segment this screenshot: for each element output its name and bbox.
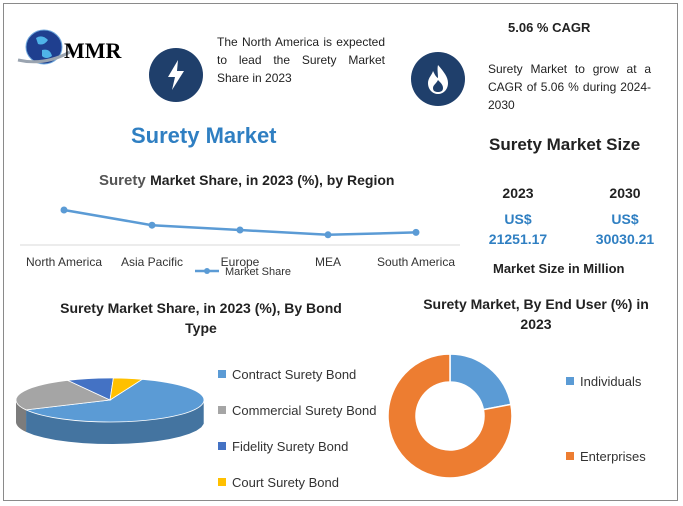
slice-side xyxy=(16,400,27,432)
globe-icon: MMR xyxy=(17,29,123,65)
donut-slice xyxy=(387,353,513,479)
bond-pie-chart xyxy=(15,377,205,444)
pie-slice xyxy=(109,377,144,401)
lightning-badge xyxy=(149,48,203,102)
legend-swatch xyxy=(566,452,574,460)
value-label: 21251.17 xyxy=(488,231,548,247)
bond-legend: Contract Surety Bond Commercial Surety Bo… xyxy=(218,356,377,500)
legend-item: Court Surety Bond xyxy=(218,464,377,500)
cagr-text: Surety Market to grow at a CAGR of 5.06 … xyxy=(488,62,651,112)
data-point xyxy=(60,206,68,214)
data-point xyxy=(412,228,420,236)
region-chart-title-prefix: Surety xyxy=(99,172,146,189)
legend-swatch xyxy=(218,370,226,378)
north-america-lead-text: The North America is expected to lead th… xyxy=(217,35,385,85)
legend-swatch xyxy=(566,377,574,385)
region-line-chart: North America Asia Pacific Europe MEA South … xyxy=(20,206,460,278)
brand-logo: MMR xyxy=(14,22,134,72)
market-size-2023: 2023 US$ 21251.17 xyxy=(480,185,556,249)
legend-swatch xyxy=(218,406,226,414)
legend-label: Court Surety Bond xyxy=(232,474,339,490)
enduser-legend: Individuals Enterprises xyxy=(566,372,646,465)
year-label: 2030 xyxy=(609,185,641,201)
market-size-unit: Market Size in Million xyxy=(493,261,625,276)
legend-item: Individuals xyxy=(566,372,646,390)
flame-icon xyxy=(428,65,448,94)
enduser-chart-title: Surety Market, By End User (%) in 2023 xyxy=(423,296,649,332)
region-chart-title: Surety Market Share, in 2023 (%), by Reg… xyxy=(99,172,394,190)
infographic-frame xyxy=(3,3,678,501)
legend-item: Commercial Surety Bond xyxy=(218,392,377,428)
region-chart-title-text: Market Share, in 2023 (%), by Region xyxy=(150,172,395,188)
data-point xyxy=(324,231,332,239)
currency-label: US$ xyxy=(504,211,532,227)
legend-item: Contract Surety Bond xyxy=(218,356,377,392)
legend-label: Individuals xyxy=(580,373,642,389)
x-tick-label: Asia Pacific xyxy=(121,255,183,269)
legend-marker xyxy=(204,268,210,274)
legend-label: Contract Surety Bond xyxy=(232,366,357,382)
legend-label: Fidelity Surety Bond xyxy=(232,438,349,454)
year-label: 2023 xyxy=(502,185,534,201)
x-tick-label: South America xyxy=(377,255,455,269)
market-size-2030: 2030 US$ 30030.21 xyxy=(587,185,663,249)
slice-side xyxy=(26,401,204,444)
data-point xyxy=(236,226,244,234)
x-tick-label: North America xyxy=(26,255,102,269)
logo-text: MMR xyxy=(64,38,123,63)
legend-label: Enterprises xyxy=(580,448,646,464)
bond-chart-title: Surety Market Share, in 2023 (%), By Bon… xyxy=(60,300,342,336)
pie-slice xyxy=(15,379,112,411)
legend-swatch xyxy=(218,478,226,486)
legend-label: Market Share xyxy=(225,266,291,278)
x-tick-label: Europe xyxy=(221,255,260,269)
cagr-title: 5.06 % CAGR xyxy=(508,20,591,35)
enduser-donut-chart xyxy=(387,353,513,479)
legend-item: Enterprises xyxy=(566,447,646,465)
legend-label: Commercial Surety Bond xyxy=(232,402,377,418)
currency-label: US$ xyxy=(611,211,639,227)
lightning-icon xyxy=(168,60,184,90)
pie-slice xyxy=(24,378,205,423)
donut-slice xyxy=(449,353,512,411)
legend-item: Fidelity Surety Bond xyxy=(218,428,377,464)
flame-badge xyxy=(411,52,465,106)
market-size-title: Surety Market Size xyxy=(489,135,641,154)
data-point xyxy=(148,221,156,229)
x-tick-label: MEA xyxy=(315,255,341,269)
legend-swatch xyxy=(218,442,226,450)
value-label: 30030.21 xyxy=(595,231,655,247)
main-title: Surety Market xyxy=(131,123,277,148)
